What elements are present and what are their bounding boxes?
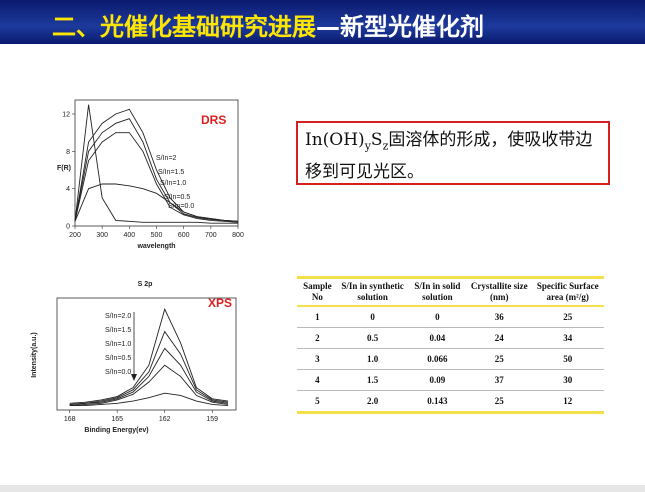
cell: 0.143 [407, 390, 468, 414]
series-label: S/In=1.0 [105, 341, 131, 348]
plot-frame [56, 297, 237, 411]
series-label: S/In=0.0 [105, 369, 131, 376]
x-axis-label: wavelength [136, 243, 175, 250]
x-tick-label: 300 [96, 232, 108, 239]
header-cell: Crystallite size (nm) [467, 276, 532, 307]
series-label: S/In=0.5 [164, 194, 190, 201]
drs-chart: 200 300 400 500 600 700 800 0 4 8 12 S/In=2 S/In=1.5… [57, 99, 244, 250]
x-tick-label: 700 [205, 232, 217, 239]
y-axis-label: F(R) [57, 165, 71, 172]
curve [69, 330, 229, 405]
cell: 12 [531, 390, 604, 414]
row: 4 1.5 0.09 37 30 [297, 369, 604, 391]
text: z [382, 139, 389, 153]
text: S [370, 130, 383, 150]
series-label: S/In=2.0 [105, 313, 131, 320]
title-main: 二、光催化基础研究进展 [52, 13, 316, 41]
cell: 36 [467, 306, 532, 328]
text: y [364, 139, 371, 153]
cell: 2 [297, 327, 338, 349]
y-axis-label: Intensity(a.u.) [31, 332, 38, 378]
title-sub: —新型光催化剂 [316, 13, 484, 41]
series-label: S/In=2 [156, 155, 177, 162]
cell: 1.5 [337, 369, 408, 391]
y-tick-label: 0 [66, 224, 70, 231]
series-label: S/In=0.5 [105, 355, 131, 362]
curve [74, 132, 239, 223]
header-cell: S/In in synthetic solution [337, 276, 408, 307]
curve [69, 307, 229, 404]
curve [74, 183, 239, 222]
header-cell: S/In in solid solution [407, 276, 468, 307]
cell: 1 [297, 306, 338, 328]
x-tick-label: 800 [232, 232, 244, 239]
x-tick-label: 500 [151, 232, 163, 239]
cell: 30 [531, 369, 604, 391]
y-tick-label: 12 [62, 112, 70, 119]
x-tick-label: 400 [123, 232, 135, 239]
cell: 0.09 [407, 369, 468, 391]
cell: 37 [467, 369, 532, 391]
row: 1 0 0 36 25 [297, 306, 604, 328]
arrow-head [131, 374, 137, 381]
footer-bar [0, 485, 645, 492]
x-tick-label: 159 [206, 416, 218, 423]
cell: 2.0 [337, 390, 408, 414]
header-cell: Specific Surface area (m²/g) [531, 276, 604, 307]
x-tick-label: 200 [69, 232, 81, 239]
cell: 25 [467, 390, 532, 414]
curve [69, 347, 229, 405]
cell: 3 [297, 348, 338, 370]
series-label: S/In=0.0 [168, 203, 194, 210]
series-label: S/In=1.0 [160, 180, 186, 187]
cell: 0 [407, 306, 468, 328]
x-axis-label: Binding Energy(ev) [84, 427, 148, 434]
curve [74, 104, 238, 224]
row: 2 0.5 0.04 24 34 [297, 327, 604, 349]
series-label: S/In=1.5 [105, 327, 131, 334]
cell: 0.04 [407, 327, 468, 349]
header-cell: Sample No [297, 276, 338, 307]
row: 3 1.0 0.066 25 50 [297, 348, 604, 370]
text: In(OH) [305, 130, 365, 150]
cell: 4 [297, 369, 338, 391]
curve [69, 392, 229, 406]
text-box: In(OH)ySz固溶体的形成，使吸收带边移到可见光区。 [296, 121, 610, 185]
cell: 0.066 [407, 348, 468, 370]
table: Sample No S/In in synthetic solution S/In … [297, 276, 604, 414]
cell: 0.5 [337, 327, 408, 349]
row: 5 2.0 0.143 25 12 [297, 390, 604, 414]
curve [74, 118, 239, 222]
cell: 24 [467, 327, 532, 349]
y-tick-label: 4 [66, 186, 70, 193]
title: 二、光催化基础研究进展—新型光催化剂 [52, 7, 484, 42]
cell: 0 [337, 306, 408, 328]
y-tick-label: 8 [66, 149, 70, 156]
cell: 1.0 [337, 348, 408, 370]
series-label: S/In=1.5 [158, 169, 184, 176]
cell: 5 [297, 390, 338, 414]
x-tick-label: 162 [159, 416, 171, 423]
xps-chart: 168 165 162 159 S/In=2.0 S/In=1.5 S/In=1.0 S/In… [31, 281, 237, 434]
curve [69, 364, 229, 406]
x-tick-label: 168 [64, 416, 76, 423]
text: 固溶体的形成，使吸收带边移到可见光区。 [305, 130, 593, 183]
cell: 50 [531, 348, 604, 370]
cell: 25 [467, 348, 532, 370]
title-bar [0, 0, 645, 44]
xps-label: XPS [208, 296, 233, 310]
drs-label: DRS [201, 113, 227, 127]
x-tick-label: 165 [111, 416, 123, 423]
cell: 25 [531, 306, 604, 328]
chart-title: S 2p [138, 281, 153, 288]
x-tick-label: 600 [178, 232, 190, 239]
cell: 34 [531, 327, 604, 349]
